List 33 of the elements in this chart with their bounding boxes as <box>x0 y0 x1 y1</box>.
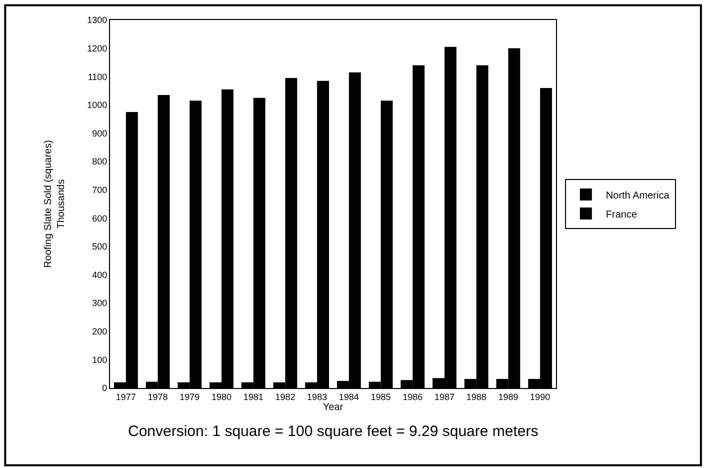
y-tick-label: 0 <box>102 383 108 394</box>
x-tick-label: 1977 <box>116 392 136 402</box>
x-tick-label: 1980 <box>211 392 232 402</box>
legend-label: North America <box>606 190 670 202</box>
y-tick-label: 700 <box>92 185 108 195</box>
y-tick-label: 1200 <box>87 43 108 54</box>
y-tick-label: 800 <box>92 156 108 167</box>
y-tick-label: 1100 <box>88 72 108 82</box>
x-axis-title: Year <box>322 402 344 413</box>
y-tick-label: 600 <box>92 213 108 224</box>
y-tick-label: 900 <box>92 128 108 138</box>
x-tick-label: 1981 <box>243 392 264 402</box>
x-tick-label: 1982 <box>275 392 296 402</box>
x-tick-label: 1988 <box>466 392 486 402</box>
y-tick-label: 1000 <box>87 100 108 110</box>
y-tick-label: 400 <box>92 270 108 280</box>
x-tick-label: 1978 <box>148 392 168 402</box>
x-tick-label: 1989 <box>498 392 518 402</box>
x-tick-label: 1990 <box>530 392 550 402</box>
legend-label: France <box>606 209 638 220</box>
y-axis-title: Roofing Slate Sold (squares) Thousands <box>43 140 68 268</box>
x-tick-label: 1984 <box>338 392 359 402</box>
text: Conversion: 1 square = 100 square feet = 9.29 square meters <box>128 423 538 440</box>
y-tick-label: 1300 <box>87 15 108 26</box>
y-tick-label: 500 <box>92 242 108 252</box>
y-tick-label: 200 <box>92 326 108 337</box>
x-tick-label: 1979 <box>180 392 200 402</box>
y-tick-label: 300 <box>92 298 108 308</box>
x-tick-label: 1985 <box>370 392 391 402</box>
x-tick-label: 1983 <box>307 392 328 402</box>
x-tick-label: 1987 <box>434 392 455 402</box>
y-tick-label: 100 <box>92 354 108 365</box>
x-tick-label: 1986 <box>402 392 423 402</box>
